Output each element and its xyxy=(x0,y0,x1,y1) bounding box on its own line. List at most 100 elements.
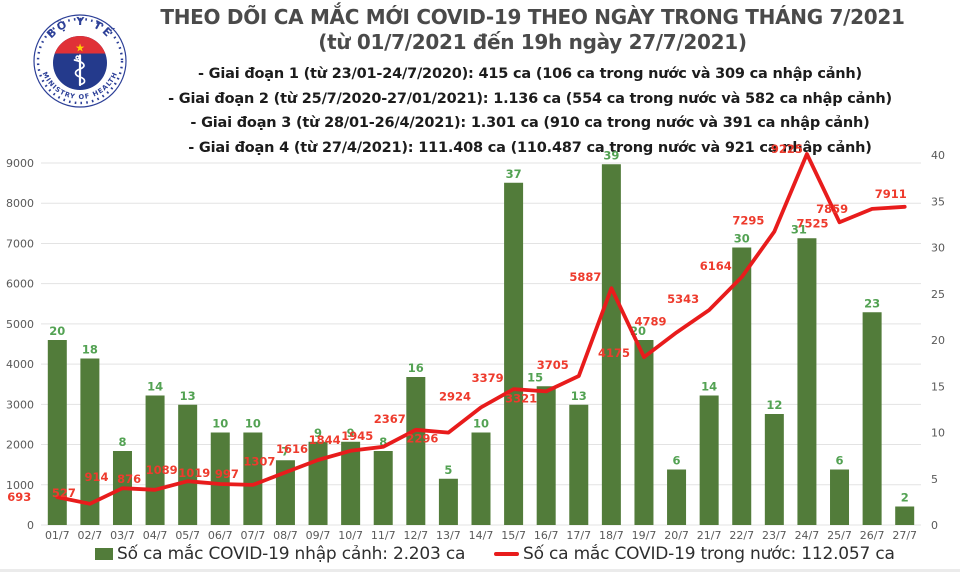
svg-text:27/7: 27/7 xyxy=(892,529,917,542)
logo-red-band xyxy=(53,36,107,54)
svg-text:15/7: 15/7 xyxy=(501,529,526,542)
x-axis-labels: 01/7 02/7 03/7 04/7 05/7 06/7 07/7 08/7 09/7 10/7… xyxy=(45,529,917,542)
svg-text:18: 18 xyxy=(82,343,98,357)
svg-text:6: 6 xyxy=(836,454,844,468)
svg-text:07/7: 07/7 xyxy=(241,529,266,542)
phase-summary: - Giai đoạn 1 (từ 23/01-24/7/2020): 415 … xyxy=(100,62,960,160)
phase-2-summary: - Giai đoạn 2 (từ 25/7/2020-27/01/2021):… xyxy=(168,90,892,107)
bar-15/7 xyxy=(504,182,524,525)
line-series-domestic xyxy=(55,152,907,506)
bar-05/7 xyxy=(178,404,198,525)
svg-text:8: 8 xyxy=(379,435,387,449)
svg-text:18/7: 18/7 xyxy=(599,529,624,542)
svg-text:7: 7 xyxy=(281,444,289,458)
svg-text:13: 13 xyxy=(180,389,196,403)
svg-text:1616: 1616 xyxy=(276,442,308,456)
bar-14/7 xyxy=(471,432,491,525)
bar-12/7 xyxy=(406,377,426,525)
svg-text:7911: 7911 xyxy=(875,187,907,201)
svg-text:1000: 1000 xyxy=(6,479,34,492)
bar-04/7 xyxy=(145,395,165,525)
svg-text:26/7: 26/7 xyxy=(860,529,885,542)
bar-24/7 xyxy=(797,238,817,525)
svg-text:40: 40 xyxy=(931,149,945,162)
bar-18/7 xyxy=(601,164,621,525)
phase-4-summary: - Giai đoạn 4 (từ 27/4/2021): 111.408 ca… xyxy=(188,139,872,156)
bar-23/7 xyxy=(764,414,784,525)
svg-text:14/7: 14/7 xyxy=(469,529,494,542)
svg-text:10: 10 xyxy=(245,417,261,431)
svg-text:1089: 1089 xyxy=(146,463,178,477)
svg-text:30: 30 xyxy=(931,242,945,255)
svg-text:24/7: 24/7 xyxy=(795,529,820,542)
bar-11/7 xyxy=(373,451,393,525)
svg-text:05/7: 05/7 xyxy=(175,529,200,542)
svg-text:4175: 4175 xyxy=(598,346,630,360)
svg-text:12: 12 xyxy=(766,398,782,412)
svg-text:10: 10 xyxy=(212,417,228,431)
svg-text:19/7: 19/7 xyxy=(632,529,657,542)
svg-text:31: 31 xyxy=(791,222,807,236)
svg-text:20/7: 20/7 xyxy=(664,529,689,542)
svg-text:1945: 1945 xyxy=(341,429,373,443)
bar-13/7 xyxy=(438,478,458,525)
svg-text:5000: 5000 xyxy=(6,318,34,331)
bar-10/7 xyxy=(341,441,361,525)
bar-22/7 xyxy=(732,247,752,525)
svg-text:5: 5 xyxy=(931,473,938,486)
svg-text:12/7: 12/7 xyxy=(403,529,428,542)
logo-tick-ring xyxy=(36,17,124,105)
svg-text:3000: 3000 xyxy=(6,398,34,411)
svg-text:5887: 5887 xyxy=(569,270,601,284)
svg-text:15: 15 xyxy=(931,380,945,393)
svg-text:39: 39 xyxy=(603,148,619,162)
svg-text:9000: 9000 xyxy=(6,157,34,170)
svg-text:9: 9 xyxy=(347,426,355,440)
bar-16/7 xyxy=(536,386,556,525)
legend-domestic-cases: Số ca mắc COVID-19 trong nước: 112.057 c… xyxy=(494,543,895,565)
svg-text:16: 16 xyxy=(408,361,424,375)
svg-text:30: 30 xyxy=(734,232,750,246)
legend-imported-cases: Số ca mắc COVID-19 nhập cảnh: 2.203 ca xyxy=(95,543,465,565)
logo-asclepius-staff-icon xyxy=(73,54,86,87)
bar-01/7 xyxy=(47,340,67,525)
left-axis-labels: 0 1000 2000 3000 4000 5000 6000 7000 8000 9000 xyxy=(6,157,34,532)
ministry-of-health-logo: ★ BỘ Y TẾ MINISTRY OF HEALTH xyxy=(33,14,127,108)
svg-text:01/7: 01/7 xyxy=(45,529,70,542)
bar-09/7 xyxy=(308,441,328,525)
svg-text:6: 6 xyxy=(673,454,681,468)
svg-text:25/7: 25/7 xyxy=(827,529,852,542)
svg-text:08/7: 08/7 xyxy=(273,529,298,542)
svg-text:35: 35 xyxy=(931,195,945,208)
svg-text:14: 14 xyxy=(147,380,163,394)
line-series-swatch xyxy=(494,552,519,556)
svg-text:16/7: 16/7 xyxy=(534,529,559,542)
svg-text:02/7: 02/7 xyxy=(78,529,103,542)
bar-series-swatch xyxy=(95,548,113,560)
svg-text:997: 997 xyxy=(215,467,239,481)
svg-text:1307: 1307 xyxy=(243,454,275,468)
chart-title-line1: THEO DÕI CA MẮC MỚI COVID-19 THEO NGÀY T… xyxy=(160,5,905,29)
bar-27/7 xyxy=(895,506,915,525)
svg-text:09/7: 09/7 xyxy=(306,529,331,542)
logo-star-icon: ★ xyxy=(75,42,85,55)
phase-1-summary: - Giai đoạn 1 (từ 23/01-24/7/2020): 415 … xyxy=(198,66,862,82)
svg-text:7000: 7000 xyxy=(6,237,34,250)
svg-text:11/7: 11/7 xyxy=(371,529,396,542)
bar-21/7 xyxy=(699,395,719,525)
svg-text:37: 37 xyxy=(506,167,522,181)
svg-text:13: 13 xyxy=(571,389,587,403)
bar-19/7 xyxy=(634,340,654,525)
svg-text:7295: 7295 xyxy=(732,214,764,228)
svg-text:20: 20 xyxy=(931,334,945,347)
svg-text:527: 527 xyxy=(52,486,76,500)
legend-imported-label: Số ca mắc COVID-19 nhập cảnh: 2.203 ca xyxy=(117,544,466,564)
bar-20/7 xyxy=(667,469,687,525)
bottom-edge-strip xyxy=(0,569,960,572)
svg-text:0: 0 xyxy=(27,519,34,532)
svg-text:17/7: 17/7 xyxy=(566,529,591,542)
bar-26/7 xyxy=(862,312,882,525)
